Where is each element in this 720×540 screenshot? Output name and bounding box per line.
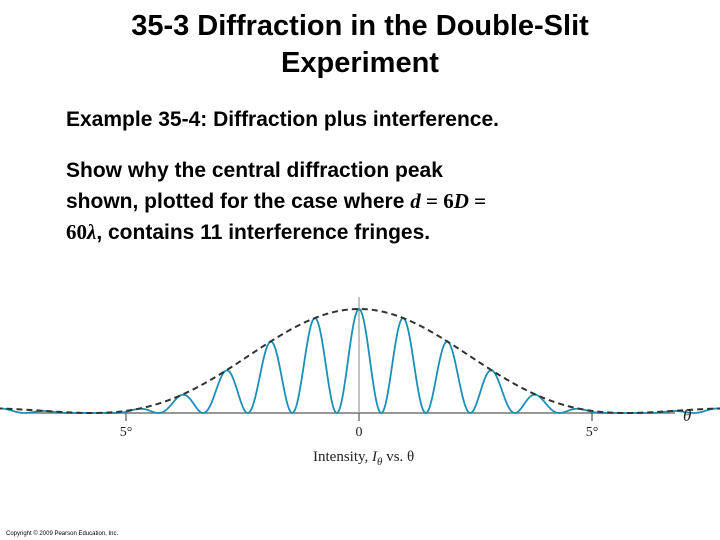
var-d: d (410, 189, 421, 213)
body-line-2-text: shown, plotted for the case where (66, 190, 411, 213)
x-axis-label: Intensity, Iθ vs. θ (313, 449, 414, 468)
intensity-plot: 10°5°05°10° θ Intensity, Iθ vs. θ (0, 297, 720, 468)
example-heading: Example 35-4: Diffraction plus interfere… (66, 108, 499, 131)
x-ticks: 10°5°05°10° (120, 413, 599, 440)
copyright-notice: Copyright © 2009 Pearson Education, Inc. (6, 531, 119, 537)
x-label-I: I (371, 449, 378, 465)
x-tick-label: 5° (586, 425, 599, 440)
var-lambda: λ (87, 220, 97, 244)
x-tick-label: 0 (356, 425, 363, 440)
eq-sixty: 60 (66, 220, 87, 244)
x-label-sub: θ (377, 456, 383, 468)
body-line-1: Show why the central diffraction peak (66, 159, 443, 182)
eq-end: = (468, 189, 487, 213)
interference-fringes-series (0, 308, 720, 414)
x-label-suffix: vs. θ (382, 449, 414, 465)
axis-theta-symbol: θ (683, 406, 691, 425)
x-tick-label: 5° (120, 425, 133, 440)
eq-mid: = 6 (420, 189, 454, 213)
x-label-prefix: Intensity, (313, 449, 372, 465)
body-line-3-text: , contains 11 interference fringes. (96, 221, 431, 244)
var-D: D (453, 189, 469, 213)
title-line-2: Experiment (281, 47, 439, 79)
body-line-2: shown, plotted for the case where d = 6D… (66, 186, 666, 217)
diffraction-envelope-series (0, 308, 720, 414)
body-line-3: 60λ, contains 11 interference fringes. (66, 217, 666, 248)
problem-statement: Show why the central diffraction peak sh… (66, 155, 666, 248)
title-line-1: 35-3 Diffraction in the Double-Slit (131, 10, 589, 42)
slide-title: 35-3 Diffraction in the Double-Slit Expe… (40, 8, 680, 82)
